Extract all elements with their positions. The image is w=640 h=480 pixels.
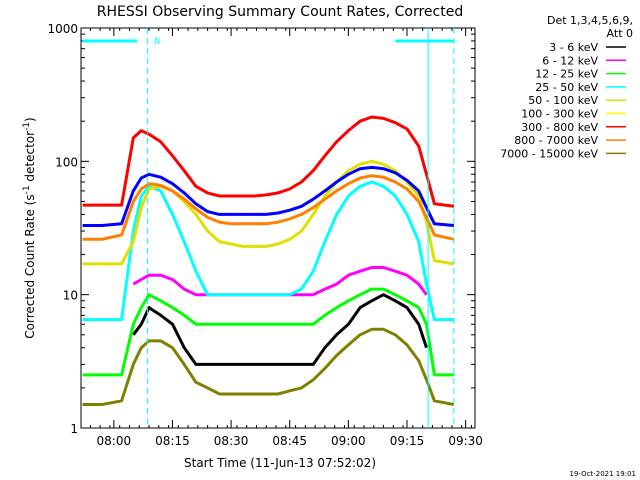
y-tick-label: 10 (63, 289, 78, 303)
y-axis-label: Corrected Count Rate (s-1 detector-1) (22, 117, 37, 338)
legend-label: 3 - 6 keV (549, 41, 598, 54)
y-axis: 1 10 100 1000 Corrected Count Rate (s-1 dete… (22, 22, 475, 436)
series-line-4 (82, 159, 455, 266)
legend-label: 25 - 50 keV (535, 81, 598, 94)
x-tick-label: 08:45 (272, 434, 307, 448)
x-tick-label: 08:00 (97, 434, 132, 448)
detectors-label: Det 1,3,4,5,6,9, (547, 14, 633, 27)
x-tick-label: 08:30 (214, 434, 249, 448)
series-line-0 (132, 293, 428, 366)
series-line-2 (82, 287, 454, 377)
series-line-8 (82, 327, 455, 406)
y-tick-label: 1 (70, 422, 78, 436)
legend-label: 12 - 25 keV (535, 68, 598, 81)
timestamp: 19-Oct-2021 19:01 (570, 470, 636, 478)
legend-label: 100 - 300 keV (521, 108, 598, 121)
x-axis: 08:00 08:15 08:30 08:45 09:00 09:15 09:30 (89, 28, 483, 448)
series-line-3 (82, 180, 454, 322)
series-line-6 (82, 115, 455, 208)
flare-markers: N (82, 28, 455, 428)
y-tick-label: 100 (55, 155, 78, 169)
series-line-7 (82, 174, 455, 241)
series-line-9 (82, 165, 455, 227)
legend-label: 50 - 100 keV (528, 94, 598, 107)
series-layer (82, 115, 455, 406)
x-tick-label: 09:30 (448, 434, 483, 448)
plot-border (80, 27, 476, 429)
series-line-1 (132, 266, 428, 297)
y-tick-label: 1000 (47, 22, 78, 36)
legend-label: 7000 - 15000 keV (500, 147, 598, 160)
x-tick-label: 09:15 (390, 434, 425, 448)
x-tick-label: 09:00 (331, 434, 366, 448)
x-tick-label: 08:15 (155, 434, 190, 448)
chart-title: RHESSI Observing Summary Count Rates, Co… (97, 4, 463, 20)
legend-label: 800 - 7000 keV (514, 134, 598, 147)
flag-label: N (155, 37, 160, 47)
x-axis-label: Start Time (11-Jun-13 07:52:02) (184, 456, 376, 470)
attenuator-label: Att 0 (607, 27, 633, 40)
legend-label: 6 - 12 keV (542, 54, 598, 67)
plot-frame (80, 27, 476, 429)
legend-label: 300 - 800 keV (521, 121, 598, 134)
